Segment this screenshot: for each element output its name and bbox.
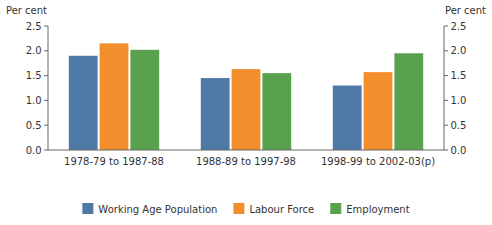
tick-label: 0.0 [450,145,466,156]
tick-label: 2.0 [26,45,42,56]
legend-swatch [233,203,244,214]
legend-label: Labour Force [249,204,314,215]
category-label: 1998-99 to 2002-03(p) [321,156,435,167]
bar [394,53,423,150]
legend-label: Employment [346,204,409,215]
tick-mark [444,26,448,27]
legend-swatch [330,203,341,214]
bar [232,69,261,150]
category-label: 1988-89 to 1997-98 [196,156,296,167]
tick-mark [44,75,48,76]
tick-mark [44,100,48,101]
bars [69,43,423,150]
tick-mark [444,125,448,126]
category-label: 1978-79 to 1987-88 [64,156,164,167]
tick-label: 1.5 [450,70,466,81]
tick-label: 2.5 [450,21,466,32]
bar [262,73,291,150]
tick-mark [444,50,448,51]
y2-axis-line [444,26,445,150]
tick-mark [44,50,48,51]
y-axis-label: Per cent [6,5,47,16]
tick-label: 0.5 [450,120,466,131]
tick-label: 1.5 [26,70,42,81]
bar [100,43,129,150]
bar [333,86,362,150]
tick-mark [444,150,448,151]
bar [364,72,393,150]
y2-axis-label: Per cent [445,5,486,16]
x-axis-line [48,150,444,151]
bar [201,78,230,150]
legend-label: Working Age Population [98,204,217,215]
tick-label: 0.0 [26,145,42,156]
tick-mark [44,150,48,151]
legend-swatch [82,203,93,214]
tick-label: 2.5 [26,21,42,32]
y-axis-line [48,26,49,150]
tick-label: 1.0 [450,95,466,106]
tick-mark [44,125,48,126]
tick-label: 0.5 [26,120,42,131]
tick-label: 2.0 [450,45,466,56]
tick-mark [444,100,448,101]
tick-label: 1.0 [26,95,42,106]
bar [130,50,159,150]
legend: Working Age Population Labour Force Employ… [82,203,409,215]
bar [69,56,98,150]
tick-mark [444,75,448,76]
tick-mark [44,26,48,27]
